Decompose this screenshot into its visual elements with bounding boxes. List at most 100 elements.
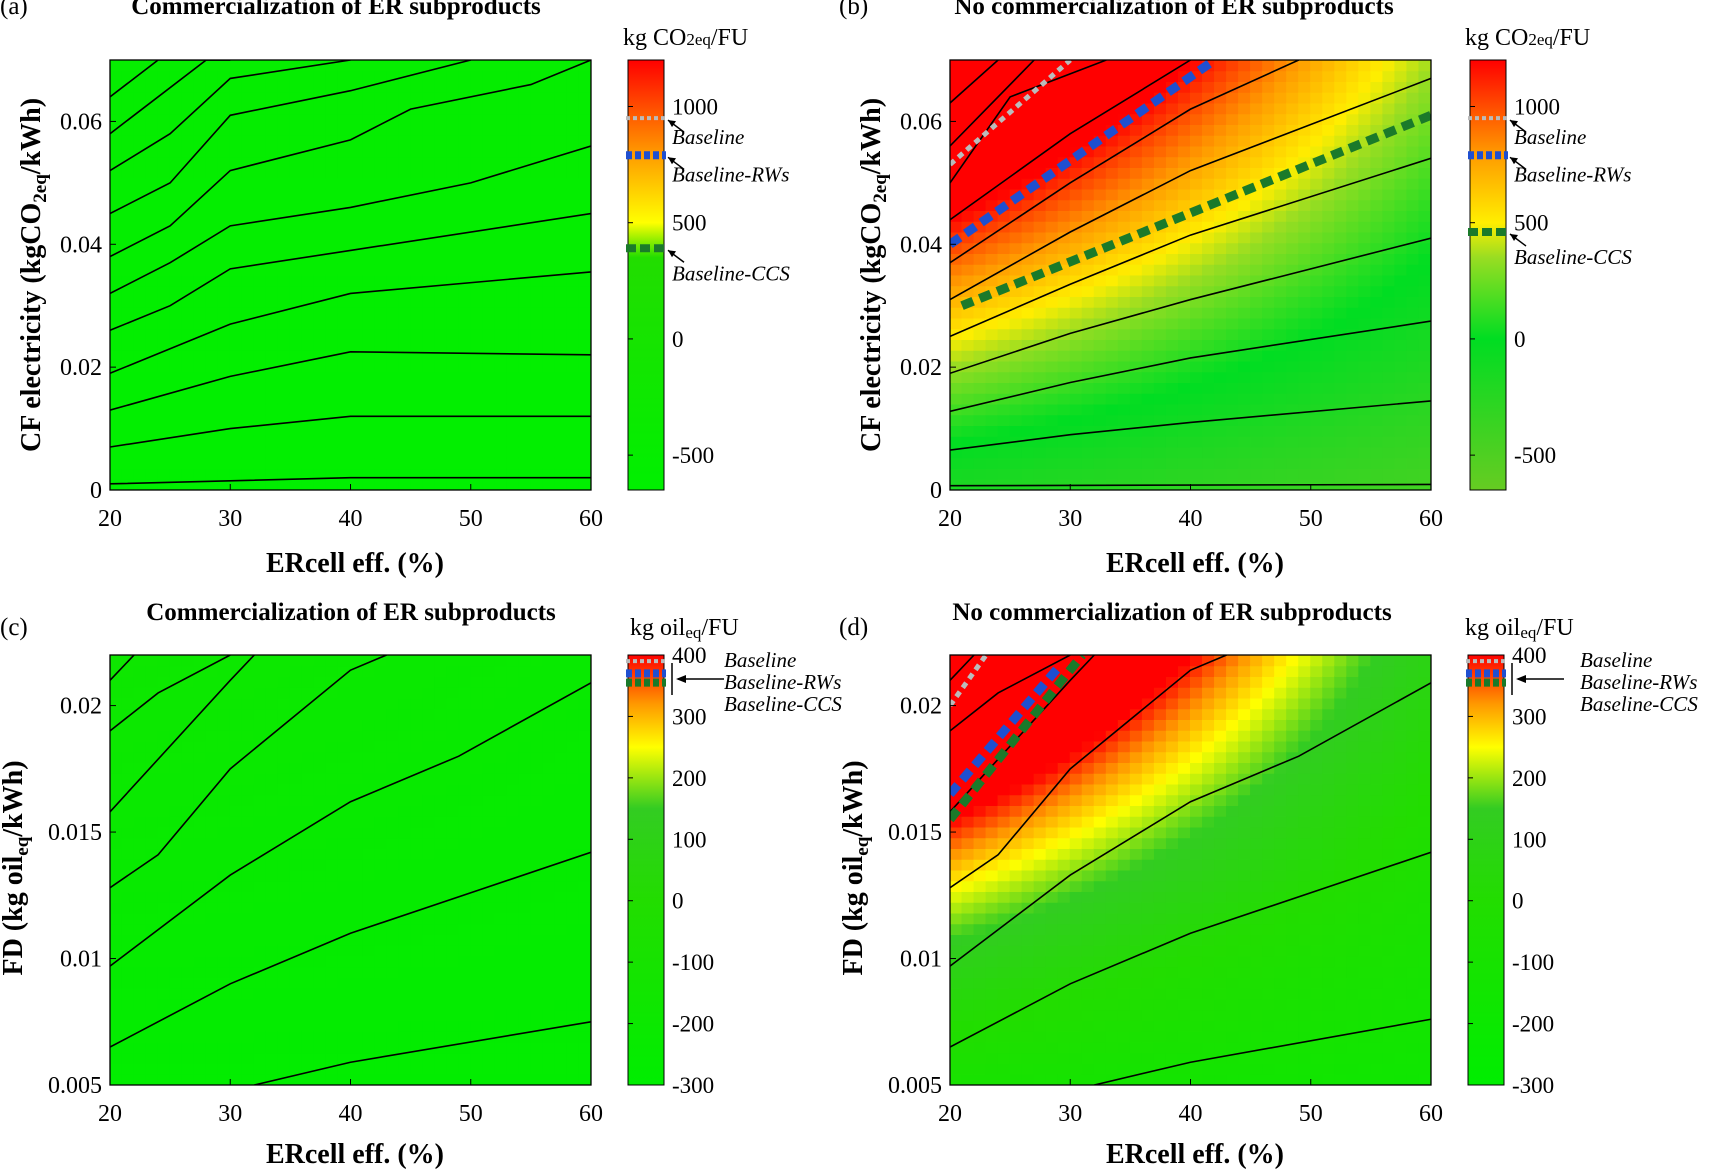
x-axis-label: ERcell eff. (%) (266, 1139, 444, 1170)
contour-line (950, 655, 1071, 732)
x-tick-label: 50 (459, 1101, 483, 1127)
panel-3: 20 30 40 50 60 0.005 0.01 0.015 0.02 No commercia… (838, 599, 1698, 1170)
y-tick-label: 0.06 (60, 109, 102, 135)
colorbar-tick-label: -300 (1512, 1073, 1554, 1098)
x-tick-label: 20 (938, 1101, 962, 1127)
colorbar-tick-label: 1000 (672, 94, 718, 119)
contour-line (950, 60, 1035, 147)
y-axis-label: CF electricity (kgCO2eq/kWh) (856, 98, 891, 452)
contour-line (110, 655, 231, 732)
colorbar-tick-label: 500 (1514, 211, 1549, 236)
x-tick-label: 30 (1058, 1101, 1082, 1127)
colorbar-tick-label: 300 (672, 704, 707, 729)
contour-line (950, 157, 1431, 338)
x-tick-label: 30 (218, 506, 242, 532)
contour-line (110, 212, 591, 332)
marker-annotation: Baseline (1514, 125, 1586, 149)
y-tick-label: 0 (930, 478, 942, 504)
contour-line (110, 655, 255, 813)
marker-line (950, 60, 1072, 167)
plot-fill (950, 655, 1431, 1085)
colorbar-tick-label: -100 (672, 950, 714, 975)
marker-annotation: Baseline-RWs (1580, 670, 1697, 694)
y-tick-label: 0.01 (60, 947, 102, 973)
annotation-arrowhead (676, 675, 686, 683)
colorbar-tick-label: 0 (1512, 889, 1524, 914)
x-tick-label: 40 (339, 1101, 363, 1127)
colorbar-tick-label: 300 (1512, 704, 1547, 729)
x-axis-label: ERcell eff. (%) (1106, 1139, 1284, 1170)
y-tick-label: 0 (90, 478, 102, 504)
x-tick-label: 40 (1179, 1101, 1203, 1127)
panel-1: 20 30 40 50 60 0 0.02 0.04 0.06 No commercializat… (839, 0, 1632, 579)
plot-fill (110, 655, 591, 1085)
contour-line (110, 851, 591, 1048)
contour-line (950, 655, 975, 681)
marker-line (950, 60, 1218, 248)
y-axis-label: FD (kg oileq/kWh) (0, 760, 33, 975)
marker-annotation: Baseline-CCS (672, 261, 790, 285)
y-tick-label: 0.04 (60, 232, 102, 258)
contour-line (950, 320, 1431, 413)
x-tick-label: 50 (1299, 1101, 1323, 1127)
x-tick-label: 20 (98, 1101, 122, 1127)
colorbar-tick-label: 100 (1512, 827, 1547, 852)
contour-line (110, 476, 591, 485)
annotation-arrowhead (1516, 675, 1526, 683)
plot-fill (110, 60, 591, 490)
marker-annotation: Baseline-CCS (724, 692, 842, 716)
colorbar-tick-label: 0 (672, 889, 684, 914)
x-tick-label: 60 (1419, 506, 1443, 532)
colorbar-title: kg CO2eq/FU (623, 25, 748, 51)
contour-line (110, 271, 591, 375)
colorbar-tick-label: 0 (1514, 327, 1526, 352)
colorbar-tick-label: 1000 (1514, 94, 1560, 119)
y-tick-label: 0.015 (888, 820, 942, 846)
colorbar (1469, 59, 1507, 491)
colorbar-tick-label: -500 (672, 443, 714, 468)
y-tick-label: 0.02 (900, 694, 942, 720)
contour-line (950, 851, 1431, 1048)
y-axis-label: FD (kg oileq/kWh) (838, 760, 873, 975)
x-tick-label: 60 (579, 506, 603, 532)
x-tick-label: 20 (98, 506, 122, 532)
x-tick-label: 40 (1179, 506, 1203, 532)
marker-annotation: Baseline-RWs (724, 670, 841, 694)
contour-line (1094, 1018, 1431, 1085)
contour-line (950, 655, 1227, 889)
x-tick-label: 50 (1299, 506, 1323, 532)
y-tick-label: 0.005 (48, 1073, 102, 1099)
colorbar-tick-label: 200 (1512, 766, 1547, 791)
x-tick-label: 60 (1419, 1101, 1443, 1127)
colorbar (1467, 654, 1505, 1086)
annotation-arrowhead (1510, 120, 1518, 128)
contour-line (950, 60, 1191, 221)
contour-line (110, 350, 591, 411)
colorbar-tick-label: -200 (1512, 1012, 1554, 1037)
contour-line (110, 60, 231, 135)
annotation-arrowhead (668, 250, 676, 258)
x-axis-label: ERcell eff. (%) (1106, 548, 1284, 579)
colorbar-title: kg oileq/FU (630, 615, 739, 642)
chart-title: No commercialization of ER subproducts (954, 0, 1394, 20)
colorbar-tick-label: 200 (672, 766, 707, 791)
panel-label: (b) (839, 0, 868, 20)
panel-0: 20 30 40 50 60 0 0.02 0.04 0.06 Commercialization… (0, 0, 790, 579)
contour-line (110, 145, 591, 295)
contour-line (110, 60, 591, 258)
colorbar (627, 654, 665, 1086)
marker-annotation: Baseline-CCS (1580, 692, 1698, 716)
marker-line (960, 111, 1431, 310)
contour-line (110, 415, 591, 448)
colorbar-tick-label: -300 (672, 1073, 714, 1098)
panel-label: (a) (0, 0, 28, 20)
marker-annotation: Baseline-RWs (672, 162, 789, 186)
colorbar-tick-label: 400 (672, 643, 707, 668)
y-tick-label: 0.06 (900, 109, 942, 135)
plot-fill (950, 60, 1431, 490)
y-tick-label: 0.005 (888, 1073, 942, 1099)
x-tick-label: 50 (459, 506, 483, 532)
colorbar (627, 59, 665, 491)
contour-line (110, 60, 231, 98)
